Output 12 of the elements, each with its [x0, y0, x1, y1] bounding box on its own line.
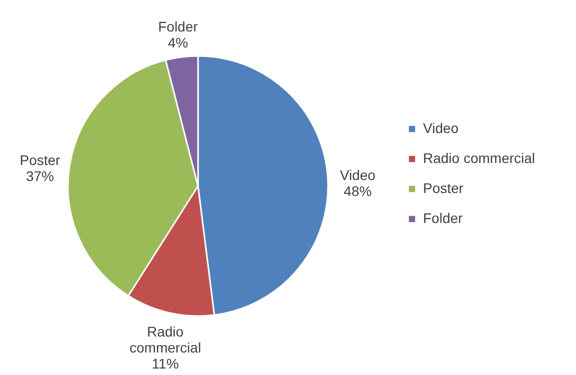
data-label: 11% — [152, 355, 179, 372]
slice-label: Radio commercial — [129, 323, 202, 356]
legend-label: Folder — [423, 210, 464, 226]
data-label: 37% — [26, 168, 54, 184]
slice-label: Poster — [20, 152, 61, 168]
slice-label: Folder — [158, 18, 198, 34]
data-label: 48% — [344, 182, 372, 199]
legend-label: Poster — [423, 180, 464, 196]
slice-label: Video — [340, 166, 376, 183]
data-label: 4% — [168, 34, 188, 50]
legend-label: Video — [423, 120, 459, 136]
legend-label: Radio commercial — [423, 150, 536, 166]
